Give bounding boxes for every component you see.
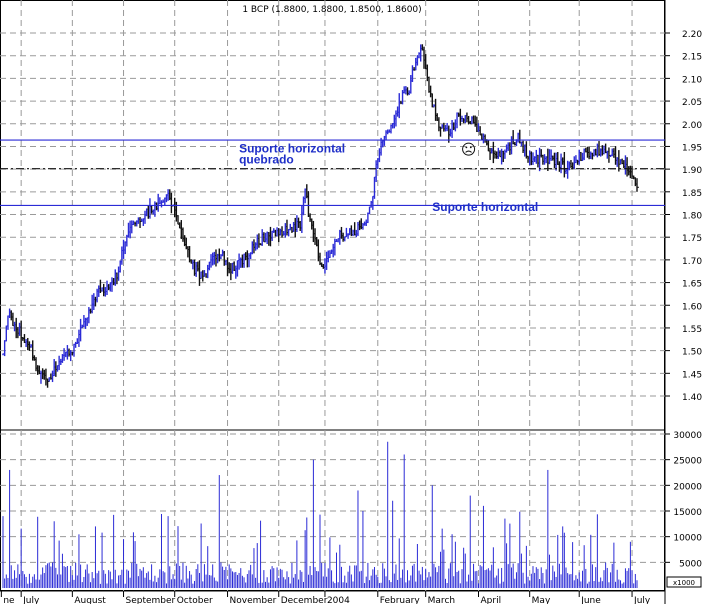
x-tick-label: November — [230, 596, 277, 604]
price-tick-label: 1.95 — [682, 143, 702, 153]
frown-face-icon — [462, 142, 476, 156]
support-annotation: Suporte horizontal — [239, 141, 345, 155]
support-annotation: Suporte horizontal — [432, 200, 538, 214]
volume-tick-label: 25000 — [673, 457, 702, 467]
price-tick-label: 2.20 — [682, 30, 702, 40]
plot-frame — [0, 0, 665, 591]
x-tick-label: February — [380, 596, 421, 604]
price-tick-label: 1.65 — [682, 280, 702, 290]
frown-eye-icon — [465, 146, 468, 149]
x-tick-label: August — [74, 596, 106, 604]
x-tick-label: March — [428, 596, 455, 604]
volume-unit-label: x1000 — [673, 579, 695, 587]
price-tick-label: 2.05 — [682, 98, 702, 108]
volume-tick-label: 20000 — [673, 482, 702, 492]
price-tick-label: 1.85 — [682, 189, 702, 199]
x-tick-label: July — [22, 596, 40, 604]
price-tick-label: 1.90 — [682, 166, 702, 176]
x-tick-label: June — [580, 596, 601, 604]
price-tick-label: 1.60 — [682, 302, 702, 312]
volume-tick-label: 10000 — [673, 534, 702, 544]
volume-tick-label: 15000 — [673, 508, 702, 518]
support-annotation: quebrado — [239, 153, 294, 167]
price-tick-label: 1.45 — [682, 370, 702, 380]
price-tick-label: 2.10 — [682, 75, 702, 85]
frown-mouth-icon — [465, 150, 472, 153]
x-tick-label: July — [633, 596, 651, 604]
price-tick-label: 1.75 — [682, 234, 702, 244]
x-tick-label: September — [126, 596, 176, 604]
price-tick-label: 1.55 — [682, 325, 702, 335]
frown-eye-icon — [469, 146, 472, 149]
x-tick-label: December — [281, 596, 328, 604]
volume-tick-label: 30000 — [673, 431, 702, 441]
price-tick-label: 2.00 — [682, 121, 702, 131]
volume-unit-box — [666, 576, 702, 588]
x-tick-label: April — [481, 596, 502, 604]
price-tick-label: 1.50 — [682, 348, 702, 358]
price-tick-label: 1.40 — [682, 393, 702, 403]
volume-tick-label: 5000 — [679, 559, 702, 569]
price-tick-label: 2.15 — [682, 53, 702, 63]
x-tick-label: October — [177, 596, 213, 604]
price-tick-label: 1.70 — [682, 257, 702, 267]
chart-title: 1 BCP (1.8800, 1.8800, 1.8500, 1.8600) — [242, 5, 421, 15]
x-tick-label: May — [532, 596, 551, 604]
x-tick-label: 2004 — [327, 596, 350, 604]
x-tick-label: ne — [3, 596, 15, 604]
price-tick-label: 1.80 — [682, 212, 702, 222]
